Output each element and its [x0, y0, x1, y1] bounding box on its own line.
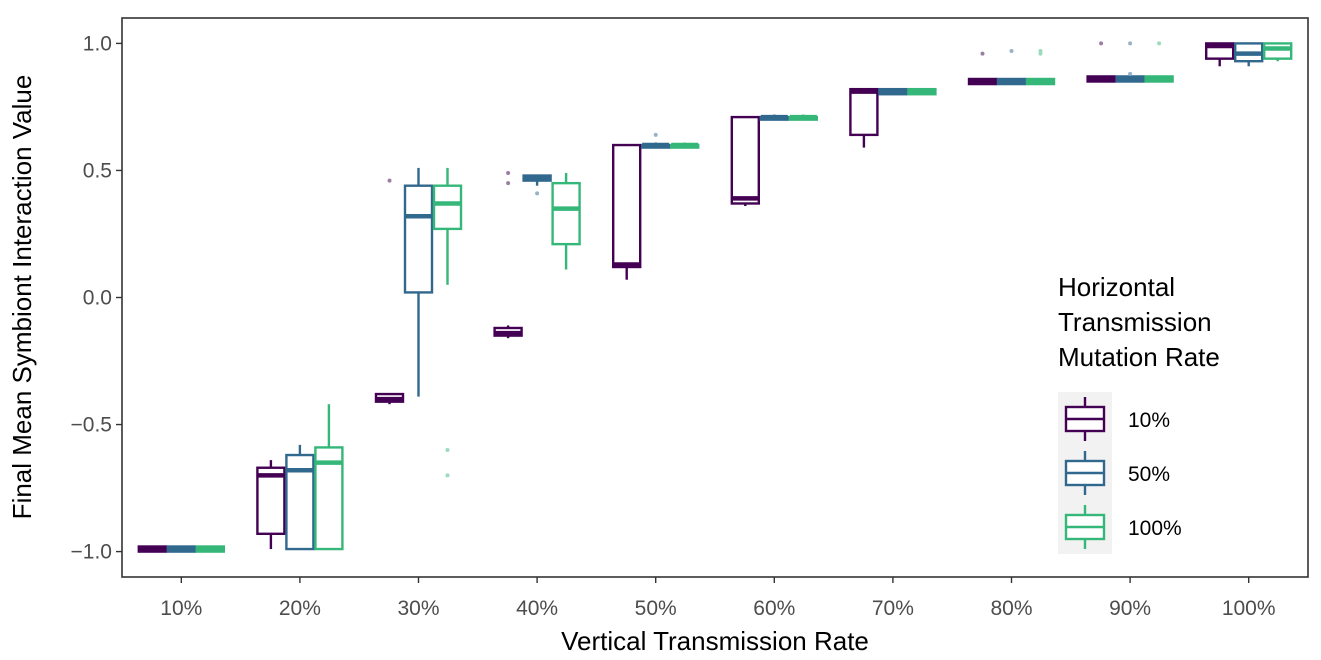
box-10pct-20pct — [256, 460, 286, 550]
box-10pct-90pct — [1086, 41, 1116, 83]
series-10pct — [137, 41, 1235, 553]
y-tick-label: −0.5 — [71, 414, 112, 437]
outlier-point — [506, 181, 511, 186]
box-50pct-60pct — [759, 114, 789, 121]
box-body — [612, 143, 642, 269]
legend-label: 50% — [1128, 463, 1170, 486]
box-body — [256, 466, 286, 536]
x-axis: 10% 20% 30% 40% 50% 60% 70% 80% 90% 100% — [160, 577, 1276, 620]
legend-key-10pct: 10% — [1064, 397, 1170, 441]
legend-title-line-2: Transmission — [1058, 307, 1212, 337]
box-50pct-40pct — [522, 174, 552, 196]
legend-keys: 10% 50% 100% — [1058, 392, 1182, 554]
outlier-point — [1038, 51, 1043, 56]
x-tick-label: 20% — [279, 597, 321, 620]
box-100pct-30pct — [432, 167, 463, 478]
box-50pct-30pct — [403, 167, 434, 397]
box-50pct-20pct — [285, 444, 315, 551]
box-50pct-50pct — [641, 132, 671, 149]
box-100pct-100pct — [1262, 42, 1293, 62]
legend-title-line-3: Mutation Rate — [1058, 342, 1220, 372]
outlier-point — [506, 170, 511, 175]
x-tick-label: 50% — [635, 597, 677, 620]
legend-label: 100% — [1128, 517, 1182, 540]
outlier-point — [445, 473, 450, 478]
box-10pct-80pct — [967, 51, 998, 86]
y-axis: −1.0 −0.5 0.0 0.5 1.0 — [71, 32, 122, 564]
box-100pct-20pct — [314, 404, 344, 551]
outlier-point — [1157, 41, 1162, 46]
plot-area — [137, 41, 1293, 553]
box-10pct-70pct — [849, 87, 879, 148]
box-body — [432, 184, 463, 231]
box-50pct-10pct — [166, 545, 197, 553]
series-100pct — [195, 41, 1293, 553]
legend: Horizontal Transmission Mutation Rate 10… — [1058, 272, 1220, 554]
box-10pct-40pct — [493, 170, 523, 339]
box-10pct-30pct — [374, 178, 405, 405]
box-100pct-40pct — [551, 172, 581, 270]
outlier-point — [653, 132, 658, 137]
x-tick-label: 70% — [872, 597, 914, 620]
x-tick-label: 40% — [516, 597, 558, 620]
legend-key-50pct: 50% — [1064, 451, 1170, 495]
y-tick-label: −1.0 — [71, 541, 112, 564]
box-100pct-60pct — [788, 114, 818, 121]
box-10pct-50pct — [612, 143, 642, 280]
y-tick-label: 0.0 — [83, 287, 112, 310]
box-50pct-80pct — [996, 49, 1027, 86]
legend-key-100pct: 100% — [1064, 505, 1182, 549]
series-50pct — [166, 41, 1264, 553]
outlier-point — [1128, 71, 1133, 76]
outlier-point — [1128, 41, 1133, 46]
box-body — [730, 115, 760, 205]
y-tick-label: 0.5 — [83, 159, 112, 182]
x-tick-label: 90% — [1109, 597, 1151, 620]
box-10pct-60pct — [730, 115, 760, 207]
box-10pct-100pct — [1204, 42, 1235, 67]
box-50pct-100pct — [1233, 42, 1264, 67]
box-body — [403, 184, 434, 294]
box-100pct-90pct — [1144, 41, 1174, 83]
box-50pct-90pct — [1115, 41, 1145, 83]
box-body — [551, 181, 581, 246]
box-100pct-50pct — [670, 142, 700, 149]
y-axis-title: Final Mean Symbiont Interaction Value — [7, 75, 37, 520]
legend-title-line-1: Horizontal — [1058, 272, 1175, 302]
outlier-point — [445, 447, 450, 452]
box-100pct-10pct — [195, 545, 226, 553]
outlier-point — [1009, 49, 1014, 54]
outlier-point — [980, 51, 985, 56]
box-10pct-10pct — [137, 545, 168, 553]
x-tick-label: 80% — [990, 597, 1032, 620]
box-100pct-80pct — [1025, 49, 1056, 86]
outlier-point — [535, 191, 540, 196]
x-tick-label: 100% — [1222, 597, 1276, 620]
box-body — [1262, 42, 1293, 60]
x-tick-label: 30% — [397, 597, 439, 620]
y-tick-label: 1.0 — [83, 32, 112, 55]
x-axis-title: Vertical Transmission Rate — [561, 626, 869, 656]
x-tick-label: 60% — [753, 597, 795, 620]
box-50pct-70pct — [878, 87, 908, 96]
box-body — [849, 87, 879, 137]
x-tick-label: 10% — [160, 597, 202, 620]
box-100pct-70pct — [907, 87, 937, 96]
outlier-point — [387, 178, 392, 183]
legend-label: 10% — [1128, 409, 1170, 432]
outlier-point — [1099, 41, 1104, 46]
